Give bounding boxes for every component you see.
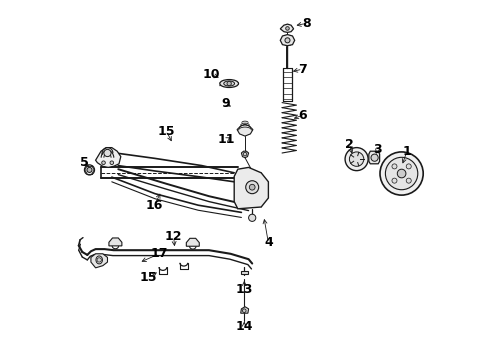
Circle shape <box>110 161 114 165</box>
Ellipse shape <box>224 81 235 86</box>
Text: 16: 16 <box>146 199 163 212</box>
Polygon shape <box>109 238 122 246</box>
Polygon shape <box>91 254 107 268</box>
Text: 13: 13 <box>236 283 253 296</box>
Circle shape <box>227 81 231 86</box>
Text: 4: 4 <box>264 237 273 249</box>
Polygon shape <box>280 35 294 46</box>
Circle shape <box>406 164 411 169</box>
Text: 15: 15 <box>158 125 175 138</box>
Polygon shape <box>96 148 121 167</box>
Circle shape <box>380 152 423 195</box>
Circle shape <box>286 27 289 30</box>
Polygon shape <box>237 124 253 136</box>
Text: 15: 15 <box>140 271 157 284</box>
Polygon shape <box>234 167 269 209</box>
Circle shape <box>248 214 256 221</box>
Circle shape <box>243 152 247 156</box>
Circle shape <box>97 258 101 262</box>
Text: 9: 9 <box>221 97 230 110</box>
Circle shape <box>243 309 246 312</box>
Circle shape <box>392 164 397 169</box>
Polygon shape <box>242 151 248 158</box>
Text: 1: 1 <box>403 145 412 158</box>
Circle shape <box>349 152 364 166</box>
Text: 5: 5 <box>80 156 89 169</box>
Text: 11: 11 <box>218 133 235 146</box>
Text: 14: 14 <box>236 320 253 333</box>
Text: 8: 8 <box>302 17 311 30</box>
Polygon shape <box>241 271 248 274</box>
Text: 17: 17 <box>150 247 168 260</box>
Circle shape <box>345 148 368 171</box>
Circle shape <box>102 161 105 165</box>
Circle shape <box>397 169 406 178</box>
Circle shape <box>249 184 255 190</box>
Text: 6: 6 <box>298 109 307 122</box>
Ellipse shape <box>220 80 239 87</box>
Polygon shape <box>280 24 294 32</box>
Polygon shape <box>369 151 380 164</box>
Circle shape <box>84 165 95 175</box>
Text: 12: 12 <box>165 230 182 243</box>
Circle shape <box>386 157 418 190</box>
Circle shape <box>371 154 378 161</box>
Text: 10: 10 <box>203 68 220 81</box>
Text: 7: 7 <box>298 63 307 76</box>
Circle shape <box>245 181 259 194</box>
Circle shape <box>406 178 411 183</box>
Circle shape <box>87 167 92 172</box>
Circle shape <box>104 149 111 157</box>
Text: 2: 2 <box>345 138 354 150</box>
Circle shape <box>285 38 290 43</box>
Text: 3: 3 <box>373 143 382 156</box>
Circle shape <box>392 178 397 183</box>
Polygon shape <box>241 307 248 313</box>
Polygon shape <box>186 238 199 246</box>
